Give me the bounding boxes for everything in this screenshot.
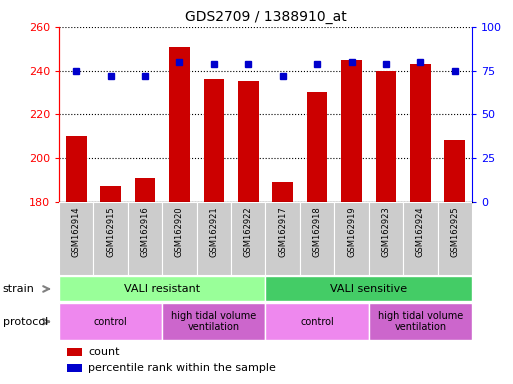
Bar (369, 303, 472, 340)
Bar (444, 141, 465, 384)
Bar (162, 303, 265, 340)
Text: GSM162915: GSM162915 (106, 207, 115, 257)
Text: control: control (94, 316, 128, 327)
Text: control: control (300, 316, 334, 327)
Bar (300, 202, 334, 275)
Bar (334, 202, 369, 275)
Bar (341, 60, 362, 384)
Text: high tidal volume
ventilation: high tidal volume ventilation (378, 311, 463, 333)
Bar (265, 202, 300, 275)
Bar (410, 64, 430, 384)
Bar (59, 202, 93, 275)
Bar (376, 71, 396, 384)
Text: GSM162924: GSM162924 (416, 207, 425, 257)
Bar (231, 202, 266, 275)
Bar (128, 202, 162, 275)
Title: GDS2709 / 1388910_at: GDS2709 / 1388910_at (185, 10, 346, 25)
Text: GSM162923: GSM162923 (382, 207, 390, 257)
Text: GSM162922: GSM162922 (244, 207, 253, 257)
Bar (403, 202, 438, 275)
Text: GSM162920: GSM162920 (175, 207, 184, 257)
Bar (204, 79, 224, 384)
Text: strain: strain (3, 284, 34, 294)
Bar (135, 177, 155, 384)
Bar (66, 136, 87, 384)
Text: protocol: protocol (3, 316, 48, 327)
Bar (272, 182, 293, 384)
Bar (93, 202, 128, 275)
Text: VALI sensitive: VALI sensitive (330, 284, 407, 294)
Bar (196, 202, 231, 275)
Text: high tidal volume
ventilation: high tidal volume ventilation (171, 311, 256, 333)
Text: GSM162916: GSM162916 (141, 207, 149, 257)
Text: count: count (88, 347, 120, 357)
Text: VALI resistant: VALI resistant (124, 284, 200, 294)
Text: GSM162921: GSM162921 (209, 207, 219, 257)
Text: GSM162917: GSM162917 (278, 207, 287, 257)
Bar (59, 303, 162, 340)
Text: GSM162918: GSM162918 (312, 207, 322, 257)
Bar (59, 276, 266, 301)
Bar (438, 202, 472, 275)
Text: GSM162925: GSM162925 (450, 207, 459, 257)
Bar (238, 81, 259, 384)
Bar (162, 202, 196, 275)
Bar (369, 202, 403, 275)
Bar (169, 46, 190, 384)
Text: GSM162919: GSM162919 (347, 207, 356, 257)
Bar (67, 364, 82, 372)
Text: percentile rank within the sample: percentile rank within the sample (88, 363, 276, 373)
Bar (67, 348, 82, 356)
Bar (265, 303, 369, 340)
Bar (307, 93, 327, 384)
Bar (265, 276, 472, 301)
Bar (100, 186, 121, 384)
Text: GSM162914: GSM162914 (72, 207, 81, 257)
